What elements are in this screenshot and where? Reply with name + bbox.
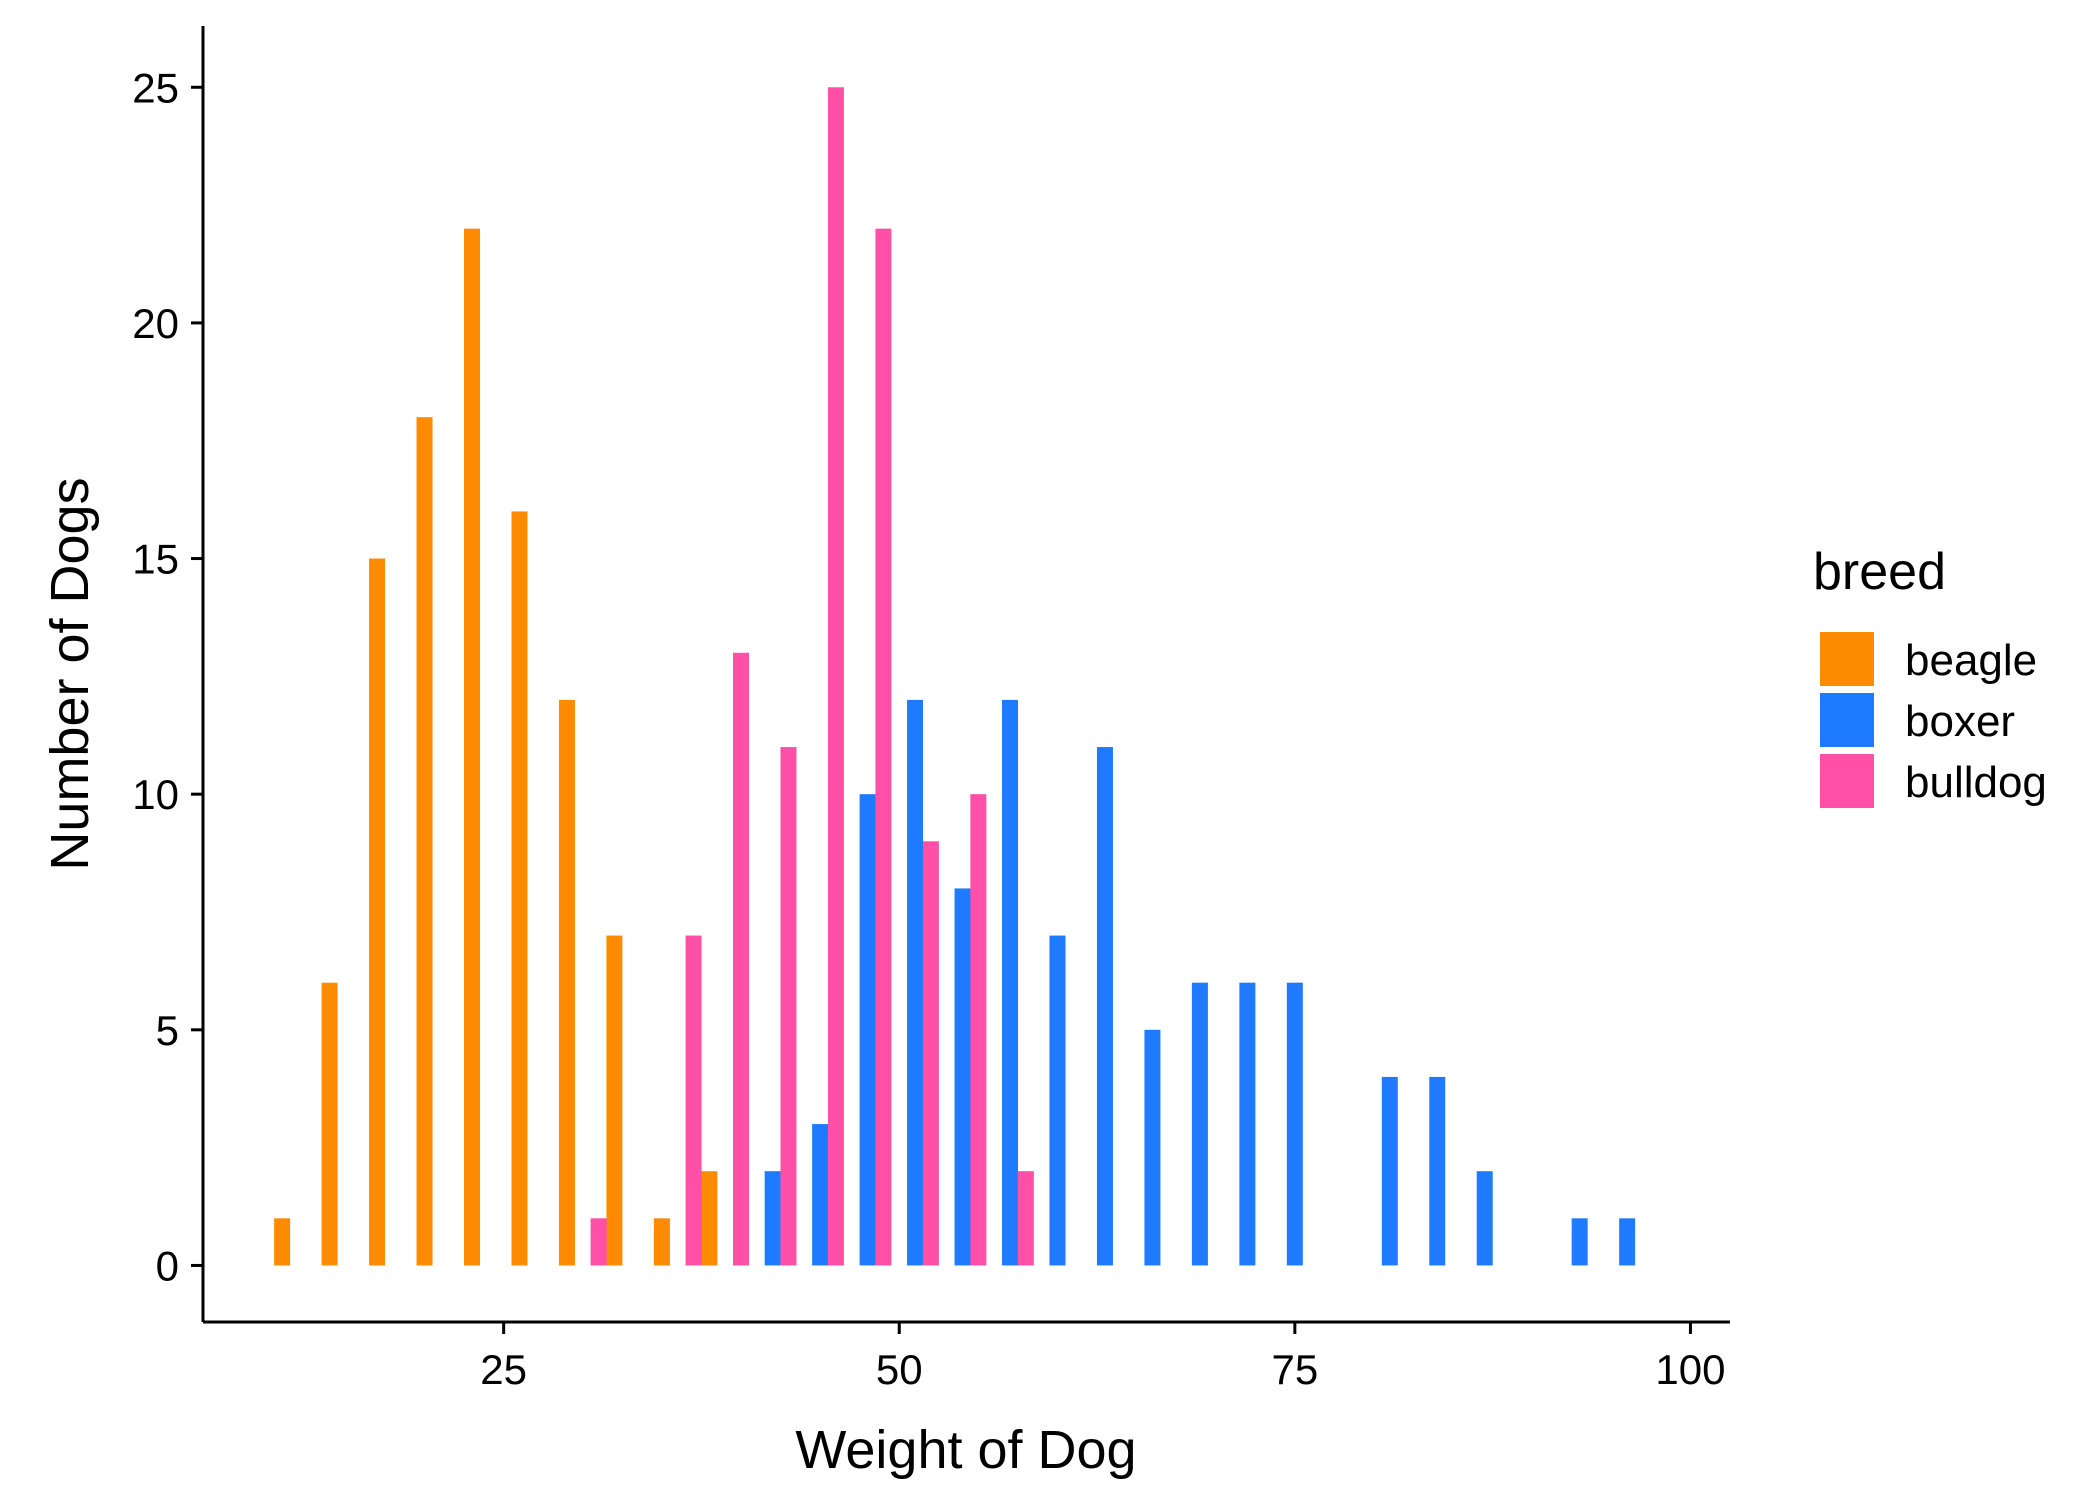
legend-swatch-bulldog — [1820, 754, 1874, 808]
y-tick-label: 25 — [132, 64, 179, 111]
x-axis-title: Weight of Dog — [795, 1420, 1136, 1480]
y-tick-label: 20 — [132, 300, 179, 347]
x-tick-label: 75 — [1271, 1346, 1318, 1393]
bar-boxer — [1191, 982, 1208, 1266]
bar-beagle — [511, 511, 528, 1266]
bar-boxer — [1096, 747, 1113, 1266]
bar-bulldog — [1017, 1171, 1034, 1266]
bar-boxer — [859, 794, 876, 1266]
legend-label-bulldog: bulldog — [1905, 758, 2047, 807]
bar-boxer — [1429, 1076, 1446, 1266]
y-tick-label: 10 — [132, 771, 179, 818]
bar-beagle — [416, 417, 433, 1266]
bar-boxer — [1286, 982, 1303, 1266]
legend-swatch-beagle — [1820, 632, 1874, 686]
y-tick-label: 5 — [156, 1007, 179, 1054]
legend-label-beagle: beagle — [1905, 636, 2037, 685]
bar-beagle — [369, 558, 386, 1266]
legend: breed beagle boxer bulldog — [1813, 543, 2047, 808]
bar-boxer — [954, 888, 971, 1266]
legend-title: breed — [1813, 543, 1946, 601]
bar-beagle — [321, 982, 338, 1266]
bar-beagle — [653, 1218, 670, 1266]
bar-beagle — [464, 228, 481, 1266]
bar-bulldog — [780, 747, 797, 1266]
bar-bulldog — [590, 1218, 607, 1266]
y-axis-title: Number of Dogs — [40, 477, 100, 870]
y-tick-label: 0 — [156, 1242, 179, 1289]
bar-boxer — [1049, 935, 1066, 1266]
bar-beagle — [274, 1218, 291, 1266]
x-tick-label: 100 — [1655, 1346, 1725, 1393]
bar-bulldog — [875, 228, 892, 1266]
y-tick-label: 15 — [132, 536, 179, 583]
bar-beagle — [701, 1171, 718, 1266]
bar-boxer — [1476, 1171, 1493, 1266]
x-tick-label: 25 — [480, 1346, 527, 1393]
bar-bulldog — [733, 652, 750, 1266]
legend-swatch-boxer — [1820, 693, 1874, 747]
x-tick-label: 50 — [876, 1346, 923, 1393]
bar-bulldog — [922, 841, 939, 1266]
bars-layer — [274, 87, 1636, 1266]
bar-boxer — [764, 1171, 781, 1266]
bar-bulldog — [685, 935, 702, 1266]
bar-boxer — [1239, 982, 1256, 1266]
bar-boxer — [907, 699, 924, 1266]
bar-boxer — [1571, 1218, 1588, 1266]
bar-bulldog — [827, 87, 844, 1266]
bar-boxer — [1002, 699, 1019, 1266]
bar-boxer — [1619, 1218, 1636, 1266]
bar-boxer — [1381, 1076, 1398, 1266]
y-axis-ticks: 0 5 10 15 20 25 — [132, 64, 203, 1289]
bar-beagle — [606, 935, 623, 1266]
bar-boxer — [812, 1124, 829, 1266]
bar-bulldog — [970, 794, 987, 1266]
bar-beagle — [558, 699, 575, 1266]
bar-boxer — [1144, 1029, 1161, 1266]
x-axis-ticks: 25 50 75 100 — [480, 1322, 1725, 1393]
legend-label-boxer: boxer — [1905, 697, 2015, 746]
